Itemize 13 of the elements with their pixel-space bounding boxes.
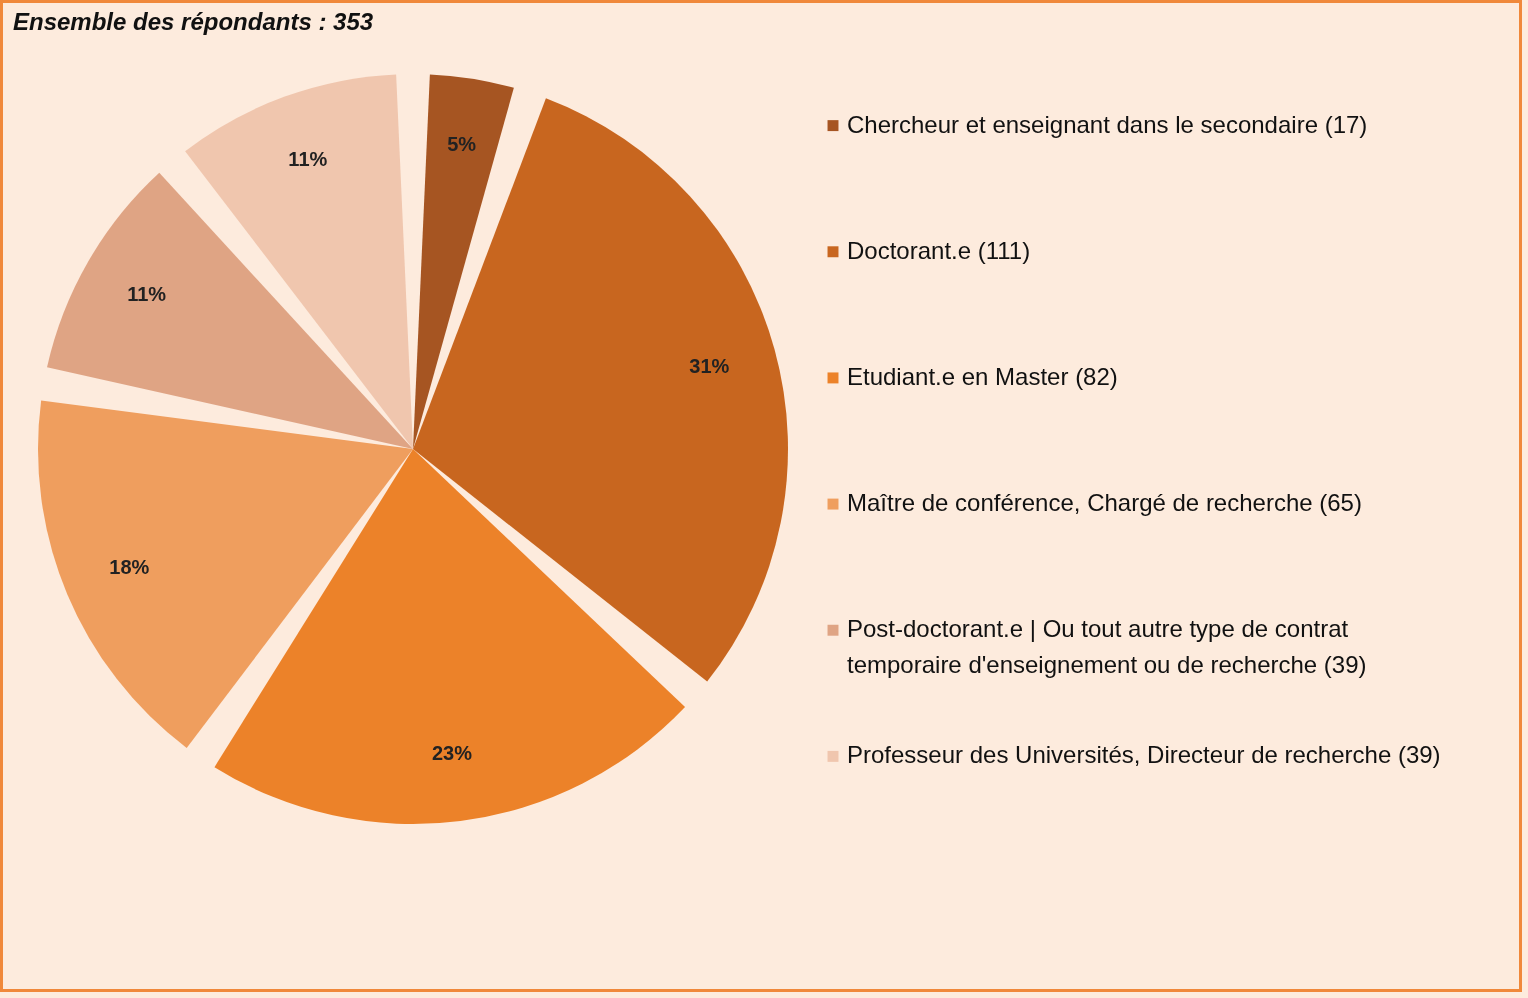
legend-label: Doctorant.e (111) [847, 236, 1031, 264]
legend-label: Etudiant.e en Master (82) [847, 362, 1118, 390]
data-label: 18% [109, 555, 150, 578]
chart-title: Ensemble des répondants : 353 [13, 8, 374, 35]
data-label: 11% [127, 283, 167, 306]
data-label: 23% [431, 742, 473, 765]
legend-label: Chercheur et enseignant dans le secondaire (17) [847, 110, 1368, 138]
data-label: 11% [288, 148, 328, 171]
data-label: 5% [447, 133, 477, 156]
legend-label: Professeur des Universités, Directeur de recherche (39) [847, 741, 1441, 769]
data-label: 31% [689, 355, 730, 378]
legend-label: Maître de conférence, Chargé de recherche (65) [847, 489, 1362, 517]
legend-label: Post-doctorant.e | Ou tout autre type de contrat temporaire d'enseignement ou de recherche (39) [847, 615, 1367, 679]
